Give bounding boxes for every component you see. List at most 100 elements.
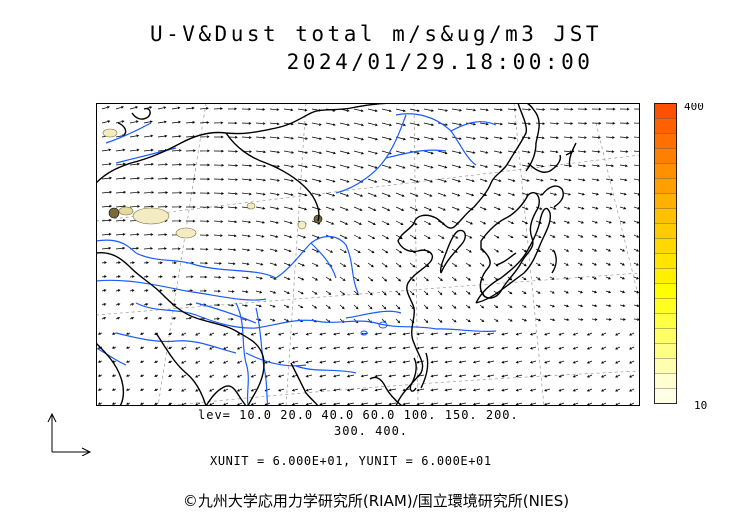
wind-vector (605, 234, 612, 238)
wind-vector (563, 276, 569, 280)
wind-vector (416, 360, 425, 364)
wind-vector (339, 150, 351, 155)
wind-vector (241, 136, 252, 139)
wind-vector (143, 191, 155, 194)
colorbar-cell (654, 178, 677, 194)
dust-concentration-patches (102, 128, 323, 239)
wind-vector (619, 121, 630, 125)
wind-vector-arrows (97, 105, 640, 406)
wind-vector (360, 360, 369, 364)
wind-vector (465, 304, 471, 309)
wind-vector (367, 276, 374, 282)
wind-vector (458, 360, 467, 364)
colorbar-max-label: 400 (684, 103, 704, 113)
wind-vector (437, 290, 443, 296)
wind-vector (213, 262, 222, 265)
wind-vector (311, 178, 322, 183)
wind-vector (535, 304, 541, 308)
wind-vector (129, 176, 141, 180)
wind-vector (367, 178, 378, 183)
wind-vector (465, 220, 473, 225)
wind-vector (171, 275, 177, 279)
wind-vector (213, 275, 222, 279)
colorbar-cell (654, 313, 677, 329)
wind-vector (181, 360, 187, 364)
wind-vector (278, 346, 285, 350)
colorbar-cell (654, 223, 677, 239)
wind-vector (339, 136, 350, 141)
wind-vector (325, 290, 332, 295)
wind-vector (591, 318, 598, 321)
wind-vector (255, 150, 267, 154)
wind-vector (115, 275, 121, 278)
wind-vector (605, 220, 612, 224)
wind-vector (101, 176, 113, 180)
wind-vector (619, 262, 625, 266)
wind-vector (168, 388, 173, 391)
wind-vector (544, 360, 551, 364)
wind-vector (171, 191, 183, 195)
wind-vector (171, 219, 182, 223)
wind-vector (311, 136, 323, 140)
wind-vector (129, 317, 135, 320)
wind-vector (115, 261, 121, 264)
wind-vector (629, 374, 635, 378)
wind-vector (333, 360, 341, 364)
wind-vector (269, 192, 280, 196)
wind-vector (213, 192, 225, 195)
wind-vector (409, 108, 420, 113)
wind-vector (227, 276, 236, 279)
wind-vector (507, 290, 513, 295)
wind-vector (451, 164, 462, 169)
wind-vector (255, 136, 266, 140)
wind-vector (143, 317, 149, 320)
wind-vector (535, 164, 545, 168)
wind-vector (297, 108, 308, 112)
wind-vector (444, 388, 453, 392)
wind-vector (521, 178, 530, 182)
wind-vector (319, 374, 327, 378)
wind-vector (549, 318, 556, 322)
wind-vector (633, 136, 640, 138)
wind-vector (535, 276, 541, 280)
wind-vector (535, 290, 541, 294)
wind-vector (381, 108, 392, 113)
wind-vector (227, 234, 237, 238)
wind-vector (125, 332, 131, 335)
wind-vector (402, 374, 411, 378)
wind-vector (493, 108, 503, 112)
wind-vector (339, 122, 350, 127)
wind-vector (115, 218, 126, 222)
wind-vector (129, 232, 140, 236)
wind-vector (115, 120, 125, 124)
wind-vector (143, 162, 154, 166)
copyright-credit: ©九州大学応用力学研究所(RIAM)/国立環境研究所(NIES) (182, 492, 570, 510)
wind-vector (157, 205, 168, 208)
wind-vector (101, 261, 107, 264)
wind-vector (549, 108, 560, 111)
wind-vector (101, 316, 107, 320)
wind-vector (605, 206, 613, 210)
wind-vector (311, 276, 319, 281)
wind-vector (549, 206, 557, 210)
wind-vector (577, 234, 584, 238)
wind-vector (171, 106, 181, 110)
wind-vector (381, 262, 388, 268)
wind-vector (507, 248, 514, 253)
lat-lon-gridlines (96, 103, 640, 406)
wind-vector (605, 276, 611, 280)
wind-vector (339, 178, 350, 183)
wind-vector (319, 360, 327, 364)
wind-vector (619, 107, 630, 111)
wind-vector (465, 276, 471, 281)
wind-vector (619, 248, 626, 252)
wind-vector (154, 374, 159, 377)
wind-vector (472, 346, 481, 350)
wind-vector (605, 262, 611, 266)
wind-vector (479, 150, 489, 154)
wind-vector (535, 178, 544, 182)
wind-vector (487, 388, 495, 392)
wind-vector (409, 164, 420, 169)
wind-vector (213, 289, 221, 293)
wind-vector (423, 220, 432, 225)
